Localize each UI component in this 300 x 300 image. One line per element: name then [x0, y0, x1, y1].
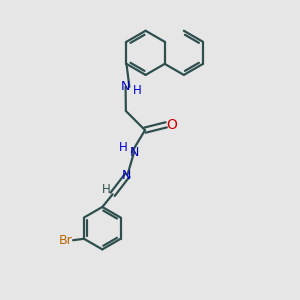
Text: Br: Br	[58, 234, 72, 247]
Text: H: H	[119, 141, 128, 154]
Text: O: O	[167, 118, 178, 132]
Text: H: H	[133, 84, 142, 97]
Text: H: H	[102, 182, 110, 196]
Text: N: N	[121, 80, 130, 93]
Text: N: N	[122, 169, 131, 182]
Text: N: N	[129, 146, 139, 159]
